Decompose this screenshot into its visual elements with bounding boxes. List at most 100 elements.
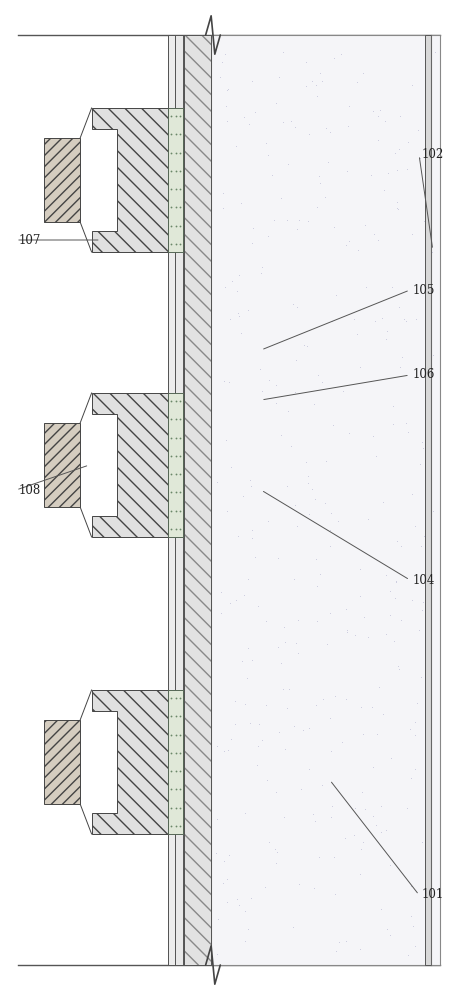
Point [287, 438, 294, 454]
Point [395, 201, 402, 217]
Point [315, 168, 322, 184]
Point [213, 946, 220, 962]
Point [370, 103, 377, 119]
Point [320, 691, 327, 707]
Point [266, 834, 273, 850]
Point [304, 468, 311, 484]
Point [263, 772, 271, 788]
Point [342, 691, 349, 707]
Point [311, 491, 318, 507]
Point [248, 478, 255, 494]
Point [245, 302, 252, 318]
Point [359, 784, 366, 800]
Point [408, 878, 415, 894]
Point [315, 367, 322, 383]
Point [245, 640, 252, 656]
Point [387, 857, 394, 873]
Point [226, 374, 233, 390]
Point [217, 69, 224, 85]
Point [256, 361, 264, 377]
Point [372, 313, 379, 329]
Point [238, 653, 245, 669]
Bar [168, 35, 175, 965]
Point [395, 661, 403, 677]
Point [425, 555, 433, 571]
Point [294, 645, 301, 661]
Point [376, 679, 383, 695]
Point [419, 834, 426, 850]
Point [313, 613, 321, 629]
Point [310, 396, 317, 412]
Point [232, 716, 239, 732]
Point [232, 693, 239, 709]
Point [305, 213, 312, 229]
Point [318, 73, 326, 89]
Text: 106: 106 [412, 368, 435, 381]
Point [224, 82, 231, 98]
Point [293, 221, 300, 237]
Point [247, 890, 254, 906]
Point [286, 681, 293, 697]
Point [327, 605, 334, 621]
Point [234, 283, 241, 299]
Point [396, 299, 403, 315]
Point [360, 65, 367, 81]
Point [223, 113, 230, 129]
Point [379, 706, 387, 722]
Point [295, 612, 302, 628]
Point [263, 135, 270, 151]
Point [403, 800, 411, 816]
Bar [175, 35, 184, 965]
Point [220, 373, 228, 389]
Point [249, 220, 256, 236]
Point [398, 612, 405, 628]
Point [279, 44, 287, 60]
Point [375, 132, 382, 148]
Point [303, 54, 310, 70]
Point [266, 372, 273, 388]
Point [291, 497, 299, 513]
Point [279, 114, 287, 130]
Point [383, 323, 391, 339]
Point [426, 858, 433, 874]
Point [219, 200, 227, 216]
Point [338, 734, 345, 750]
Point [226, 311, 234, 327]
Point [368, 167, 375, 183]
Point [297, 781, 305, 797]
Point [309, 73, 316, 89]
Point [350, 827, 357, 843]
Point [400, 311, 407, 327]
Point [404, 134, 412, 150]
Point [213, 738, 221, 754]
Point [429, 347, 436, 363]
Point [343, 624, 350, 640]
Point [402, 415, 409, 431]
Point [343, 237, 350, 253]
Point [247, 715, 254, 731]
Text: 108: 108 [18, 484, 41, 496]
Point [374, 726, 381, 742]
Point [341, 830, 349, 846]
Point [271, 841, 278, 857]
Point [273, 377, 280, 393]
Point [389, 416, 397, 432]
Point [423, 359, 430, 375]
Point [217, 605, 224, 621]
Point [312, 551, 320, 567]
Point [322, 495, 329, 511]
Point [308, 481, 315, 497]
Point [262, 613, 270, 629]
Point [426, 278, 434, 294]
Point [281, 619, 288, 635]
Point [255, 716, 262, 732]
Point [329, 417, 337, 433]
Point [327, 809, 334, 825]
Point [273, 395, 280, 411]
Point [261, 879, 268, 895]
Bar [425, 35, 431, 965]
Point [354, 74, 361, 90]
Point [421, 938, 428, 954]
Point [407, 908, 414, 924]
Point [284, 156, 292, 172]
